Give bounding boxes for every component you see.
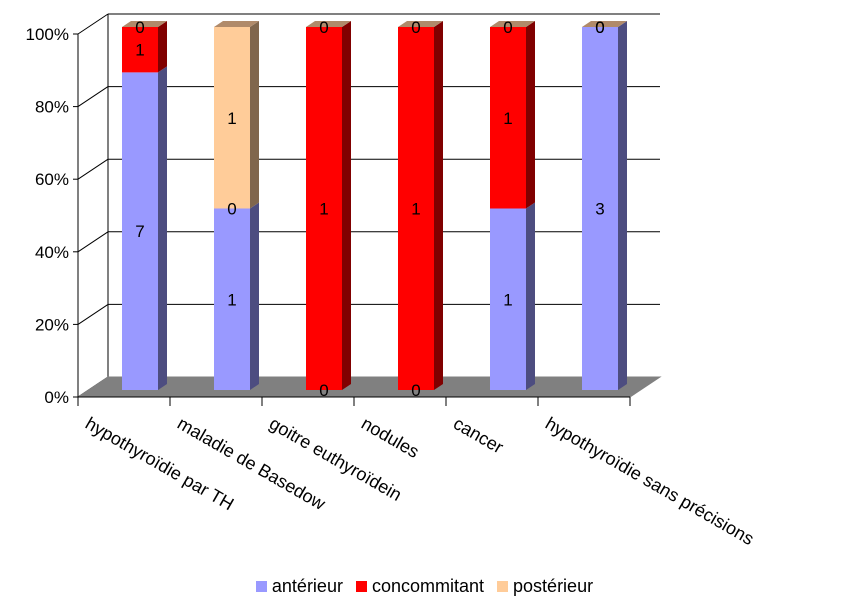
y-tick-label: 100% [26,25,69,44]
side-wall-line [77,13,109,35]
bar-concommitant-4 [490,27,526,209]
bar-top-2 [306,21,351,27]
data-label: 1 [227,109,236,128]
side-wall-line [77,158,109,180]
y-tick-label: 20% [35,315,69,334]
bar-side-antérieur-5 [618,21,627,390]
y-tick-label: 60% [35,170,69,189]
data-label: 0 [503,18,512,37]
side-wall-line [77,303,109,325]
bar-side-antérieur-1 [250,202,259,390]
data-label: 0 [319,18,328,37]
legend-item-anterieur: antérieur [255,576,343,597]
bar-top-1 [214,21,259,27]
bar-concommitant-0 [122,27,158,73]
legend: antérieur concommitant postérieur [0,576,849,597]
data-label: 0 [411,381,420,400]
legend-swatch-anterieur [255,581,267,592]
bar-antérieur-1 [214,208,250,390]
y-tick-label: 40% [35,243,69,262]
legend-swatch-posterieur [497,581,509,592]
data-label: 1 [319,200,328,219]
data-label: 1 [503,109,512,128]
legend-swatch-concommitant [355,581,367,592]
data-label: 0 [135,18,144,37]
bar-concommitant-2 [306,27,342,390]
bar-top-5 [582,21,627,27]
y-tick-label: 80% [35,98,69,117]
legend-item-posterieur: postérieur [497,576,593,597]
data-label: 0 [595,18,604,37]
x-category-label: nodules [358,413,423,462]
bar-side-antérieur-0 [158,66,167,390]
bar-concommitant-3 [398,27,434,390]
data-label: 0 [595,18,604,37]
data-label: 1 [411,200,420,219]
x-category-label: hypothyroïdie sans précisions [542,413,757,549]
stacked-bar-chart: 0% 20% 40% 60% 80% 100% hypothyroïdie par THma… [26,13,757,549]
data-label: 0 [227,200,236,219]
bar-postérieur-1 [214,27,250,209]
bar-side-concommitant-2 [342,21,351,390]
bar-top-4 [490,21,535,27]
bar-side-antérieur-4 [526,202,535,390]
data-label: 1 [135,41,144,60]
data-label: 0 [319,381,328,400]
data-label: 0 [411,18,420,37]
bar-top-3 [398,21,443,27]
data-label: 1 [227,290,236,309]
bar-side-postérieur-1 [250,21,259,209]
legend-label-concommitant: concommitant [371,576,485,596]
data-label: 1 [503,290,512,309]
x-category-label: maladie de Basedow [174,413,330,514]
bar-top-0 [122,21,167,27]
x-category-label: hypothyroïdie par TH [82,413,237,514]
legend-label-posterieur: postérieur [513,576,594,596]
legend-item-concommitant: concommitant [355,576,485,597]
bar-antérieur-4 [490,208,526,390]
y-tick-label: 0% [44,388,69,407]
side-wall-line [77,86,109,108]
legend-label-anterieur: antérieur [271,576,343,596]
side-wall-line [77,231,109,253]
bar-antérieur-0 [122,72,158,390]
data-label: 3 [595,200,604,219]
data-label: 7 [135,222,144,241]
x-category-label: cancer [450,413,507,457]
bar-side-concommitant-0 [158,21,167,73]
bar-side-concommitant-4 [526,21,535,209]
bar-antérieur-5 [582,27,618,390]
bar-side-concommitant-3 [434,21,443,390]
